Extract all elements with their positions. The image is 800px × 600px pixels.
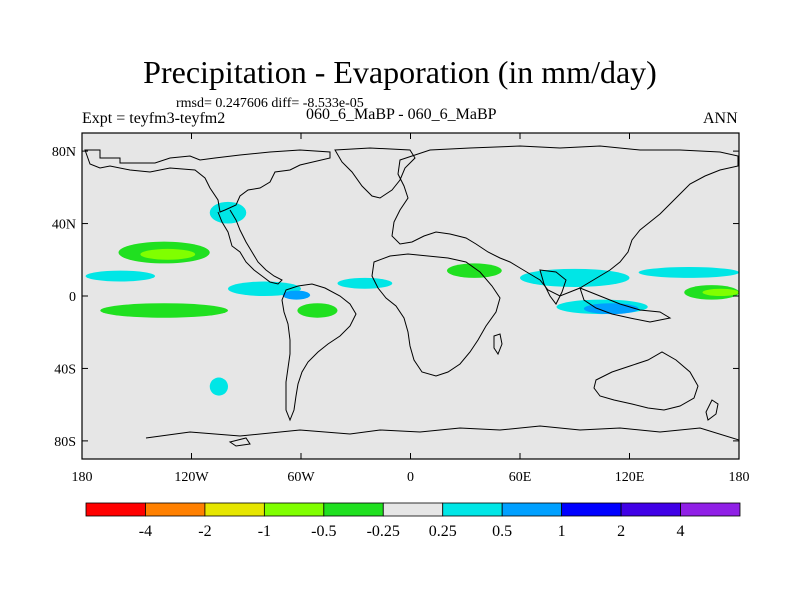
anomaly-region — [520, 268, 630, 287]
colorbar-swatch — [323, 502, 384, 517]
africa-outline — [371, 253, 501, 377]
anomaly-region — [100, 303, 228, 318]
colorbar-label: -4 — [139, 523, 152, 540]
y-tick-label: 40N — [52, 218, 76, 233]
colorbar-label: 4 — [677, 523, 685, 540]
anomaly-region — [702, 288, 739, 296]
anomaly-region — [85, 270, 155, 282]
greenland-outline — [334, 147, 416, 199]
madagascar-outline — [493, 333, 503, 356]
x-axis-ticks: 180 120W 60W 0 60E 120E 180 — [72, 133, 750, 485]
anomaly-region — [282, 290, 311, 300]
experiment-label: Expt = teyfm3-teyfm2 — [82, 110, 226, 127]
anomaly-region — [638, 267, 739, 278]
colorbar-label: -2 — [198, 523, 211, 540]
antarctica-outline-2 — [228, 437, 251, 447]
y-tick-label: 0 — [69, 290, 76, 305]
colorbar-swatch — [680, 502, 741, 517]
chart-title: Precipitation - Evaporation (in mm/day) — [143, 54, 657, 90]
south-america-outline — [281, 283, 357, 422]
y-tick-label: 80S — [54, 435, 76, 450]
australia-outline — [593, 351, 699, 411]
colorbar — [85, 502, 741, 517]
x-tick-label: 180 — [72, 470, 93, 485]
anomaly-region — [140, 248, 196, 260]
antarctica-outline — [145, 425, 739, 441]
central-america-outline — [217, 209, 283, 285]
colorbar-swatch — [561, 502, 622, 517]
x-tick-label: 60E — [509, 470, 532, 485]
colorbar-label: -1 — [258, 523, 271, 540]
colorbar-label: 0.25 — [429, 523, 457, 540]
colorbar-swatch — [145, 502, 206, 517]
colorbar-label: -0.5 — [311, 523, 336, 540]
colorbar-swatch — [382, 502, 444, 517]
map-background — [82, 133, 739, 459]
colorbar-swatch — [204, 502, 265, 517]
colorbar-label: 1 — [558, 523, 566, 540]
x-tick-label: 0 — [407, 470, 414, 485]
x-tick-label: 180 — [729, 470, 750, 485]
colorbar-swatch — [501, 502, 563, 517]
colorbar-swatch — [442, 502, 503, 517]
north-america-outline — [84, 149, 331, 213]
x-tick-label: 120W — [174, 470, 209, 485]
colorbar-swatch — [85, 502, 146, 517]
stats-label: rmsd= 0.247606 diff= -8.533e-05 — [176, 96, 364, 111]
continent-outlines — [84, 145, 739, 447]
x-tick-label: 120E — [615, 470, 645, 485]
colorbar-swatch — [620, 502, 681, 517]
anomaly-region — [297, 303, 338, 318]
colorbar-label: 2 — [617, 523, 625, 540]
eurasia-outline — [391, 145, 739, 297]
anomaly-region — [209, 201, 247, 224]
anomaly-region — [447, 263, 502, 278]
colorbar-swatch — [263, 502, 325, 517]
season-label: ANN — [703, 110, 738, 127]
anomaly-region — [337, 277, 393, 289]
y-tick-label: 80N — [52, 145, 76, 160]
colorbar-labels: -4 -2 -1 -0.5 -0.25 0.25 0.5 1 2 4 — [139, 523, 685, 540]
y-tick-label: 40S — [54, 362, 76, 377]
southeast-asia-outline — [579, 287, 672, 323]
india-outline — [539, 269, 567, 305]
anomaly-region — [228, 281, 301, 296]
new-zealand-outline — [705, 399, 719, 421]
anomaly-region — [209, 377, 228, 396]
colorbar-label: -0.25 — [367, 523, 400, 540]
y-axis-ticks: 80N 40N 0 40S 80S — [52, 145, 739, 450]
anomaly-layer — [85, 201, 739, 396]
period-label: 060_6_MaBP - 060_6_MaBP — [306, 106, 497, 123]
colorbar-label: 0.5 — [492, 523, 512, 540]
x-tick-label: 60W — [287, 470, 315, 485]
